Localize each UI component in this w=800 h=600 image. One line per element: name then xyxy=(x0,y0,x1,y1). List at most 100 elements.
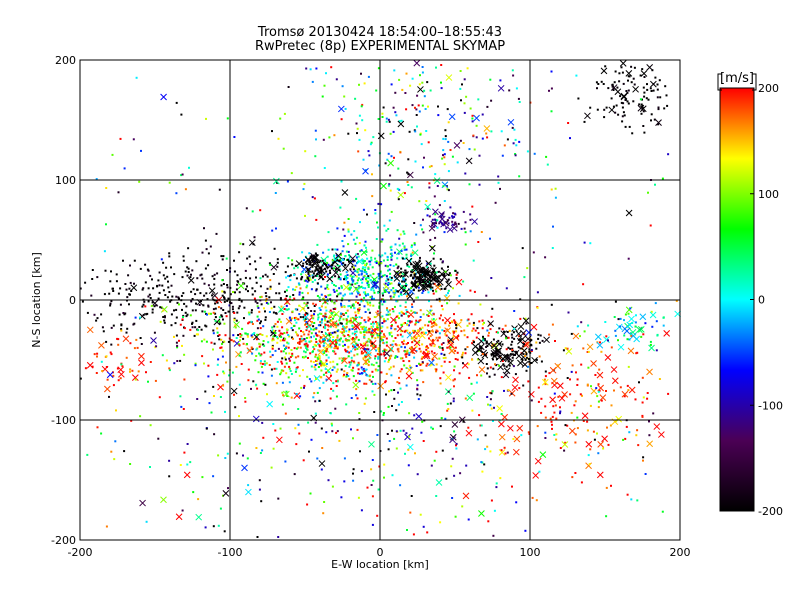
data-point xyxy=(479,424,482,427)
data-point-x-marker xyxy=(561,391,568,398)
data-point xyxy=(621,115,624,118)
data-point xyxy=(583,120,586,123)
data-point-x-marker xyxy=(511,384,519,391)
data-point xyxy=(189,461,192,464)
data-point xyxy=(475,381,478,384)
data-point xyxy=(208,312,210,315)
data-point xyxy=(293,361,296,364)
data-point xyxy=(140,149,142,152)
data-point xyxy=(388,390,390,393)
data-point xyxy=(613,389,615,392)
data-point xyxy=(415,311,418,314)
data-point xyxy=(259,362,262,365)
data-point xyxy=(626,91,629,94)
data-point xyxy=(447,121,450,124)
data-point xyxy=(652,89,655,92)
data-point xyxy=(619,95,622,98)
data-point xyxy=(418,347,421,350)
data-point xyxy=(414,160,417,163)
data-point xyxy=(312,346,315,348)
data-point-x-marker xyxy=(341,357,348,365)
data-point xyxy=(410,495,413,497)
data-point xyxy=(452,397,455,400)
data-point xyxy=(654,183,656,186)
data-point xyxy=(433,225,436,228)
data-point xyxy=(322,315,325,318)
data-point xyxy=(412,331,415,334)
data-point xyxy=(501,328,504,331)
data-point xyxy=(108,395,110,398)
data-point xyxy=(454,269,457,272)
data-point xyxy=(162,289,165,292)
data-point xyxy=(325,315,328,318)
data-point xyxy=(362,286,364,289)
data-point xyxy=(322,138,325,141)
data-point xyxy=(101,326,104,329)
data-point xyxy=(331,430,334,433)
data-point xyxy=(597,452,600,455)
data-point xyxy=(367,283,370,286)
data-point xyxy=(651,325,654,328)
data-point xyxy=(314,274,317,277)
data-point xyxy=(175,341,178,344)
data-point xyxy=(624,99,627,101)
data-point-x-marker xyxy=(434,284,442,291)
data-point xyxy=(341,85,344,88)
data-point xyxy=(441,348,444,351)
data-point xyxy=(342,331,345,333)
data-point xyxy=(370,380,373,383)
data-point xyxy=(344,337,347,340)
data-point xyxy=(322,344,325,347)
data-point xyxy=(274,332,277,334)
data-point xyxy=(356,132,358,135)
data-point xyxy=(115,280,118,283)
data-point xyxy=(352,268,355,271)
data-point xyxy=(365,329,368,332)
data-point xyxy=(486,136,489,139)
data-point xyxy=(139,337,142,339)
data-point xyxy=(420,357,423,360)
data-point xyxy=(639,98,642,101)
data-point-x-marker xyxy=(466,394,474,402)
data-point xyxy=(378,350,380,353)
data-point xyxy=(429,335,432,338)
data-point xyxy=(317,358,319,360)
data-point xyxy=(450,320,453,323)
data-point xyxy=(595,387,598,390)
data-point xyxy=(323,352,326,354)
data-point xyxy=(347,250,350,253)
data-point xyxy=(454,346,457,349)
data-point xyxy=(261,363,264,365)
data-point-x-marker xyxy=(604,354,612,361)
data-point xyxy=(370,363,373,366)
data-point xyxy=(312,275,315,278)
data-point xyxy=(320,305,323,308)
data-point xyxy=(271,326,274,329)
data-point xyxy=(508,364,511,367)
data-point xyxy=(569,137,571,140)
data-point xyxy=(363,370,366,372)
data-point xyxy=(101,370,104,372)
data-point xyxy=(500,376,503,379)
data-point xyxy=(430,426,433,429)
data-point-x-marker xyxy=(175,513,183,521)
data-point xyxy=(313,322,316,324)
data-point xyxy=(344,255,347,258)
data-point xyxy=(323,167,326,169)
data-point xyxy=(239,335,242,338)
data-point xyxy=(296,266,299,269)
data-point xyxy=(119,303,122,306)
data-point xyxy=(300,335,303,338)
data-point-x-marker xyxy=(539,451,547,458)
data-point xyxy=(301,297,304,300)
data-point xyxy=(297,318,300,321)
data-point xyxy=(589,404,592,407)
data-point xyxy=(456,337,459,339)
data-point xyxy=(452,331,455,334)
data-point-x-marker xyxy=(498,420,505,428)
data-point xyxy=(415,322,417,324)
data-point xyxy=(280,320,282,323)
data-point-x-marker xyxy=(406,366,413,374)
data-point xyxy=(354,264,357,267)
data-point xyxy=(645,97,648,100)
